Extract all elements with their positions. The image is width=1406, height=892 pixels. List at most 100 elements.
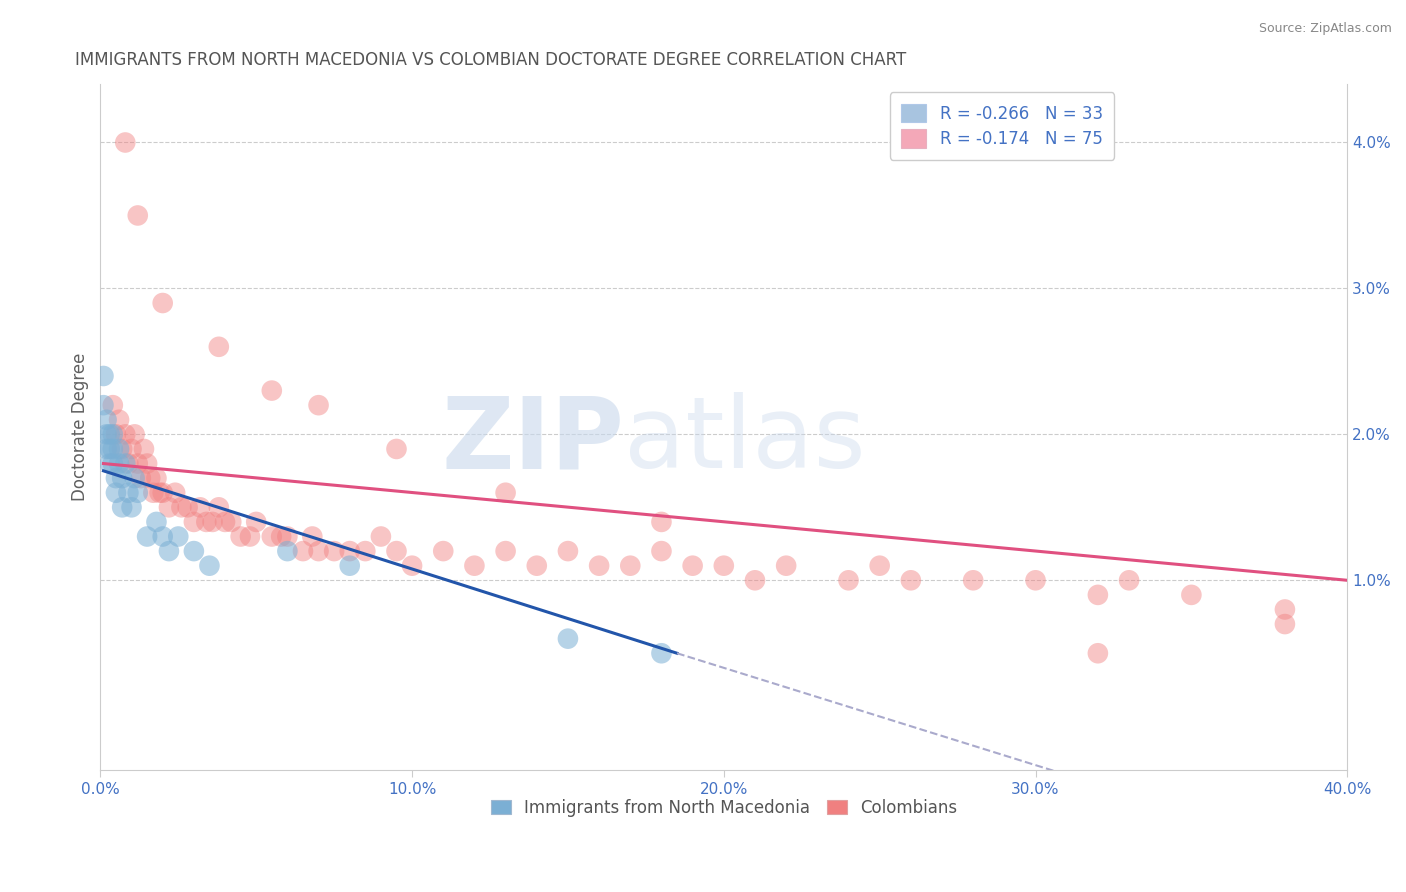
Point <box>117 485 139 500</box>
Point <box>132 442 155 456</box>
Point <box>619 558 641 573</box>
Point <box>152 296 174 310</box>
Point <box>108 413 131 427</box>
Point <box>401 558 423 573</box>
Point <box>183 515 205 529</box>
Point <box>276 544 298 558</box>
Point <box>201 515 224 529</box>
Point <box>463 558 485 573</box>
Point <box>170 500 193 515</box>
Point <box>276 529 298 543</box>
Point <box>260 529 283 543</box>
Point <box>682 558 704 573</box>
Point <box>93 369 115 384</box>
Text: atlas: atlas <box>624 392 866 490</box>
Point <box>101 398 124 412</box>
Point <box>370 529 392 543</box>
Point <box>208 500 231 515</box>
Point <box>96 442 118 456</box>
Text: ZIP: ZIP <box>441 392 624 490</box>
Point <box>744 574 766 588</box>
Point <box>239 529 262 543</box>
Point <box>270 529 292 543</box>
Point <box>1025 574 1047 588</box>
Point <box>495 485 517 500</box>
Legend: Immigrants from North Macedonia, Colombians: Immigrants from North Macedonia, Colombi… <box>484 792 963 823</box>
Point <box>385 442 408 456</box>
Point <box>650 544 672 558</box>
Point <box>114 457 136 471</box>
Point <box>165 485 187 500</box>
Point <box>148 485 170 500</box>
Point <box>101 442 124 456</box>
Point <box>129 471 152 485</box>
Point <box>127 457 149 471</box>
Point <box>98 427 121 442</box>
Point <box>208 340 231 354</box>
Point <box>495 544 517 558</box>
Point <box>121 500 143 515</box>
Point <box>188 500 211 515</box>
Point <box>432 544 454 558</box>
Point <box>157 500 180 515</box>
Point <box>114 136 136 150</box>
Point <box>245 515 267 529</box>
Point <box>152 529 174 543</box>
Point <box>650 515 672 529</box>
Point <box>214 515 236 529</box>
Point <box>108 457 131 471</box>
Point <box>1274 602 1296 616</box>
Point <box>111 471 134 485</box>
Point <box>1118 574 1140 588</box>
Point <box>121 442 143 456</box>
Point <box>1087 588 1109 602</box>
Point <box>104 471 127 485</box>
Point <box>323 544 346 558</box>
Point <box>127 485 149 500</box>
Point <box>1274 617 1296 632</box>
Point <box>101 427 124 442</box>
Point <box>117 457 139 471</box>
Point <box>900 574 922 588</box>
Point <box>104 427 127 442</box>
Point <box>260 384 283 398</box>
Point <box>650 646 672 660</box>
Point <box>557 632 579 646</box>
Point <box>301 529 323 543</box>
Point <box>167 529 190 543</box>
Point <box>98 457 121 471</box>
Y-axis label: Doctorate Degree: Doctorate Degree <box>72 353 89 501</box>
Point <box>98 442 121 456</box>
Point <box>713 558 735 573</box>
Point <box>111 442 134 456</box>
Point <box>139 471 162 485</box>
Point <box>308 398 330 412</box>
Point <box>195 515 218 529</box>
Point <box>111 500 134 515</box>
Point <box>142 485 165 500</box>
Text: IMMIGRANTS FROM NORTH MACEDONIA VS COLOMBIAN DOCTORATE DEGREE CORRELATION CHART: IMMIGRANTS FROM NORTH MACEDONIA VS COLOM… <box>76 51 907 69</box>
Point <box>775 558 797 573</box>
Point <box>339 558 361 573</box>
Point <box>354 544 377 558</box>
Point <box>526 558 548 573</box>
Point <box>108 442 131 456</box>
Point <box>837 574 859 588</box>
Point <box>124 471 146 485</box>
Point <box>93 398 115 412</box>
Point <box>308 544 330 558</box>
Point <box>291 544 314 558</box>
Point <box>229 529 252 543</box>
Point <box>145 515 167 529</box>
Point <box>339 544 361 558</box>
Point <box>219 515 242 529</box>
Point <box>157 544 180 558</box>
Point <box>124 427 146 442</box>
Point <box>176 500 198 515</box>
Text: Source: ZipAtlas.com: Source: ZipAtlas.com <box>1258 22 1392 36</box>
Point <box>183 544 205 558</box>
Point <box>152 485 174 500</box>
Point <box>104 485 127 500</box>
Point <box>869 558 891 573</box>
Point <box>101 457 124 471</box>
